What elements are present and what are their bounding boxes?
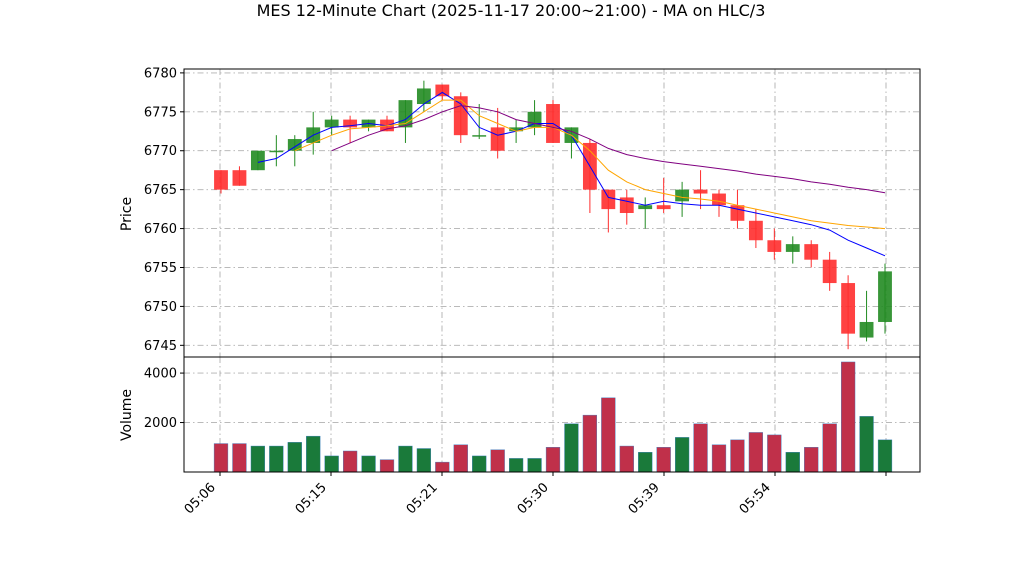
candle-body: [804, 244, 819, 260]
price-tick-label: 6750: [144, 300, 177, 315]
volume-bar: [730, 439, 745, 473]
candle-body: [878, 271, 892, 322]
volume-panel-frame: [183, 356, 921, 473]
volume-y-ticks: 2000 4000: [144, 367, 184, 431]
volume-bar: [527, 458, 542, 473]
candle-body: [472, 135, 487, 137]
volume-bar: [269, 445, 284, 473]
volume-bar: [361, 455, 376, 473]
candle-body: [693, 189, 708, 194]
moving-average-lines: [257, 91, 886, 257]
candle-body: [453, 96, 468, 136]
volume-bar: [840, 361, 856, 473]
candle-body: [822, 259, 837, 284]
price-tick-label: 6780: [144, 66, 177, 81]
candle-body: [656, 205, 671, 210]
candle-body: [712, 193, 726, 206]
candle-body: [490, 127, 505, 151]
volume-bar: [822, 423, 837, 473]
price-tick-label: 6760: [144, 222, 177, 237]
volume-bar: [601, 397, 616, 473]
volume-bar: [674, 437, 690, 473]
volume-bar: [656, 447, 671, 473]
volume-bar: [767, 434, 782, 473]
x-tick-label: 05:06: [182, 480, 219, 517]
chart-title: MES 12-Minute Chart (2025-11-17 20:00~21…: [257, 1, 766, 20]
candle-body: [859, 321, 874, 338]
x-tick-label: 05:39: [626, 480, 663, 517]
volume-bar: [453, 444, 468, 473]
x-tick-label: 05:54: [737, 480, 774, 517]
candle-body: [841, 283, 856, 334]
candle-body: [287, 139, 302, 151]
price-tick-label: 6745: [144, 339, 177, 354]
price-axis-label: Price: [119, 197, 135, 231]
volume-bar: [877, 439, 893, 473]
volume-bar: [582, 414, 598, 473]
price-tick-label: 6770: [144, 144, 177, 159]
volume-bar: [416, 448, 432, 473]
candle-body: [509, 127, 524, 132]
volume-bar: [693, 423, 708, 473]
volume-bar: [638, 452, 653, 473]
x-tick-label: 05:21: [404, 480, 441, 517]
candle-body: [214, 170, 228, 190]
candle-body: [675, 189, 690, 202]
volume-bar: [748, 432, 764, 473]
x-tick-label: 05:15: [293, 480, 330, 517]
x-tick-label: 05:30: [515, 480, 552, 517]
volume-axis-label: Volume: [119, 389, 135, 441]
volume-bar: [306, 435, 321, 473]
volume-bar: [804, 447, 819, 473]
candle-body: [767, 240, 782, 252]
volume-bar: [619, 445, 634, 473]
candle-body: [785, 244, 800, 252]
candle-body: [269, 150, 284, 153]
candle-body: [343, 119, 358, 128]
volume-bar: [232, 443, 247, 473]
candle-body: [416, 88, 431, 105]
volume-bar: [545, 447, 561, 473]
moving-average-line: [257, 91, 886, 257]
volume-bar: [711, 444, 727, 473]
volume-tick-label: 2000: [144, 416, 177, 431]
volume-bar: [342, 450, 358, 473]
volume-bar: [398, 445, 413, 473]
price-tick-label: 6775: [144, 105, 177, 120]
candle-body: [601, 189, 616, 210]
volume-bar: [508, 458, 524, 473]
moving-average-line: [331, 105, 886, 194]
volume-bar: [324, 455, 339, 473]
volume-bar: [490, 449, 505, 473]
candle-body: [730, 205, 745, 221]
price-tick-label: 6755: [144, 261, 177, 276]
candle-body: [435, 84, 450, 97]
volume-bar: [472, 455, 487, 473]
volume-bar: [564, 423, 579, 473]
moving-average-line: [294, 99, 886, 230]
price-tick-label: 6765: [144, 183, 177, 198]
volume-bar: [213, 443, 229, 473]
volume-bar: [379, 459, 395, 473]
volume-bar: [287, 442, 302, 473]
candle-body: [619, 197, 634, 213]
x-ticks: 05:06 05:15 05:21 05:30 05:39 05:54: [182, 472, 887, 517]
volume-bar: [435, 461, 450, 473]
candle-body: [232, 170, 247, 186]
candle-body: [250, 150, 265, 171]
candle-body: [748, 220, 763, 241]
volume-bar: [250, 445, 266, 473]
candle-body: [324, 119, 339, 128]
volume-bars: [213, 361, 893, 473]
candle-body: [638, 205, 653, 210]
price-y-ticks: 6745 6750 6755 6760 6765 6770 6775 6780: [144, 66, 184, 354]
volume-tick-label: 4000: [144, 367, 177, 382]
volume-bar: [785, 452, 800, 473]
volume-bar: [859, 416, 874, 473]
